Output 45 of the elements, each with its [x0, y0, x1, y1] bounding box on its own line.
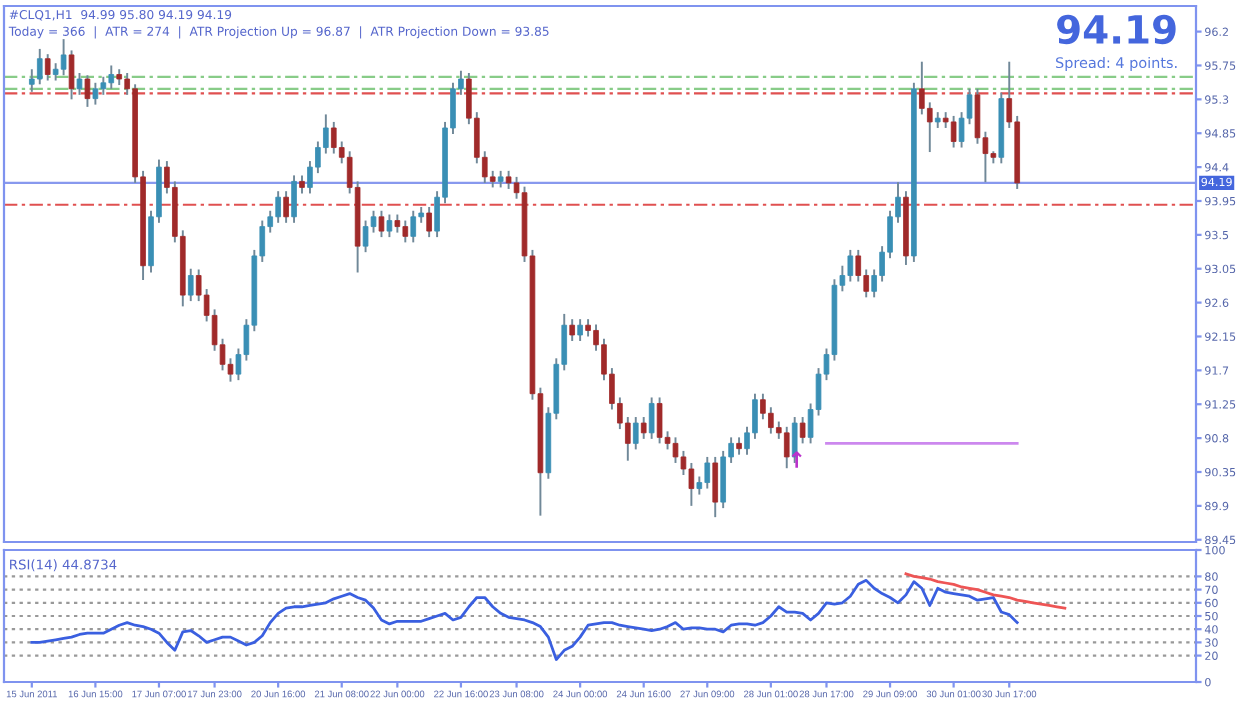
candlestick [36, 47, 43, 86]
candlestick [799, 416, 806, 445]
candlestick [950, 114, 957, 149]
candlestick [275, 190, 281, 224]
candlestick [410, 209, 417, 244]
candlestick [704, 455, 711, 490]
candlestick [640, 416, 647, 440]
candlestick [768, 406, 774, 435]
candlestick [378, 209, 385, 239]
candlestick [426, 206, 432, 239]
candlestick [68, 49, 75, 101]
candlestick [919, 60, 925, 116]
candlestick [362, 219, 369, 254]
candlestick [291, 174, 297, 224]
candlestick [299, 174, 305, 195]
candlestick [720, 449, 726, 510]
candlestick [632, 416, 639, 451]
candlestick [688, 461, 695, 507]
candlestick [656, 396, 663, 445]
candlestick [386, 213, 393, 239]
annotation: ↑ [791, 451, 802, 468]
candlestick [283, 190, 289, 224]
candlestick [84, 74, 91, 108]
candlestick [60, 38, 67, 77]
annotation: 94.19 [1057, 14, 1176, 45]
candlestick [394, 213, 401, 234]
candlestick [187, 267, 194, 303]
candlestick [92, 81, 99, 106]
candlestick [791, 416, 798, 464]
candlestick [402, 219, 409, 244]
candlestick [783, 425, 790, 470]
candlestick [569, 318, 575, 342]
candlestick [648, 396, 655, 440]
candlestick [44, 53, 51, 82]
candlestick [577, 318, 583, 342]
candlestick [330, 120, 337, 155]
candlestick [108, 64, 115, 90]
line-series [904, 572, 1067, 610]
candlestick [76, 72, 83, 96]
candlestick [712, 455, 719, 519]
candlestick [100, 75, 107, 96]
candlestick [760, 392, 766, 421]
candlestick [847, 248, 854, 283]
candlestick [505, 169, 512, 190]
line-series [30, 578, 1019, 661]
